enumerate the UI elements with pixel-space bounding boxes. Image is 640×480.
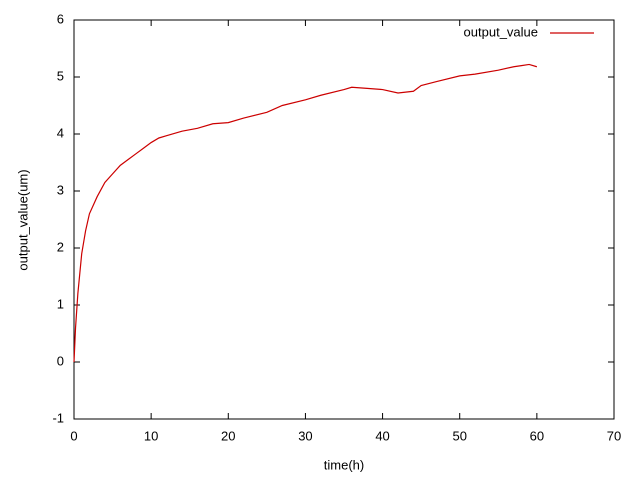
- y-tick-label: 3: [57, 182, 64, 197]
- y-tick-label: 2: [57, 239, 64, 254]
- x-tick-label: 0: [70, 428, 77, 443]
- x-tick-label: 40: [375, 428, 389, 443]
- y-tick-label: -1: [52, 410, 64, 425]
- data-line: [73, 63, 538, 363]
- y-tick-label: 0: [57, 353, 64, 368]
- y-tick-label: 1: [57, 296, 64, 311]
- x-axis-label: time(h): [324, 457, 364, 472]
- y-tick-label: 5: [57, 68, 64, 83]
- legend-label: output_value: [464, 24, 538, 39]
- x-tick-label: 70: [607, 428, 621, 443]
- x-tick-label: 30: [298, 428, 312, 443]
- y-axis-label: output_value(um): [15, 169, 30, 270]
- x-tick-label: 10: [144, 428, 158, 443]
- x-tick-label: 20: [221, 428, 235, 443]
- x-tick-label: 50: [452, 428, 466, 443]
- plot-frame: [73, 19, 615, 420]
- x-tick-label: 60: [530, 428, 544, 443]
- y-tick-label: 6: [57, 11, 64, 26]
- y-tick-label: 4: [57, 125, 64, 140]
